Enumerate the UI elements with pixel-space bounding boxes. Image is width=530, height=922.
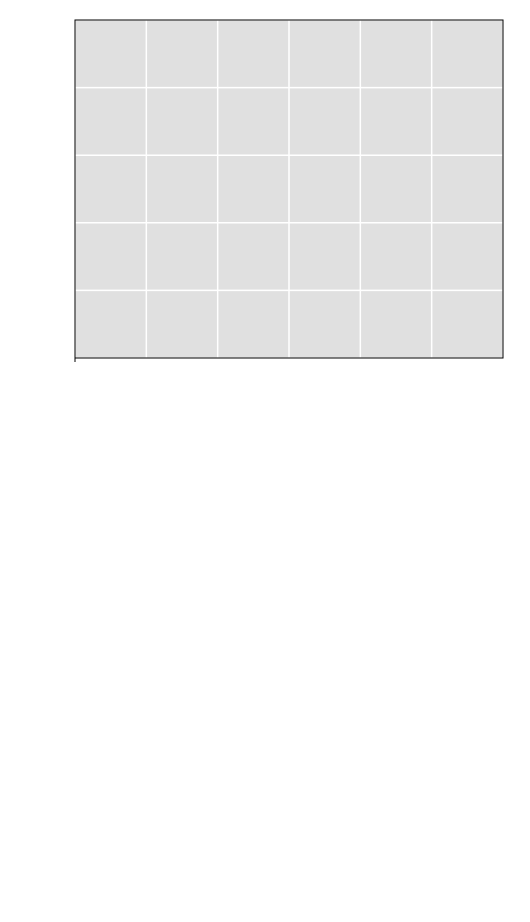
chart-figure <box>0 0 530 922</box>
